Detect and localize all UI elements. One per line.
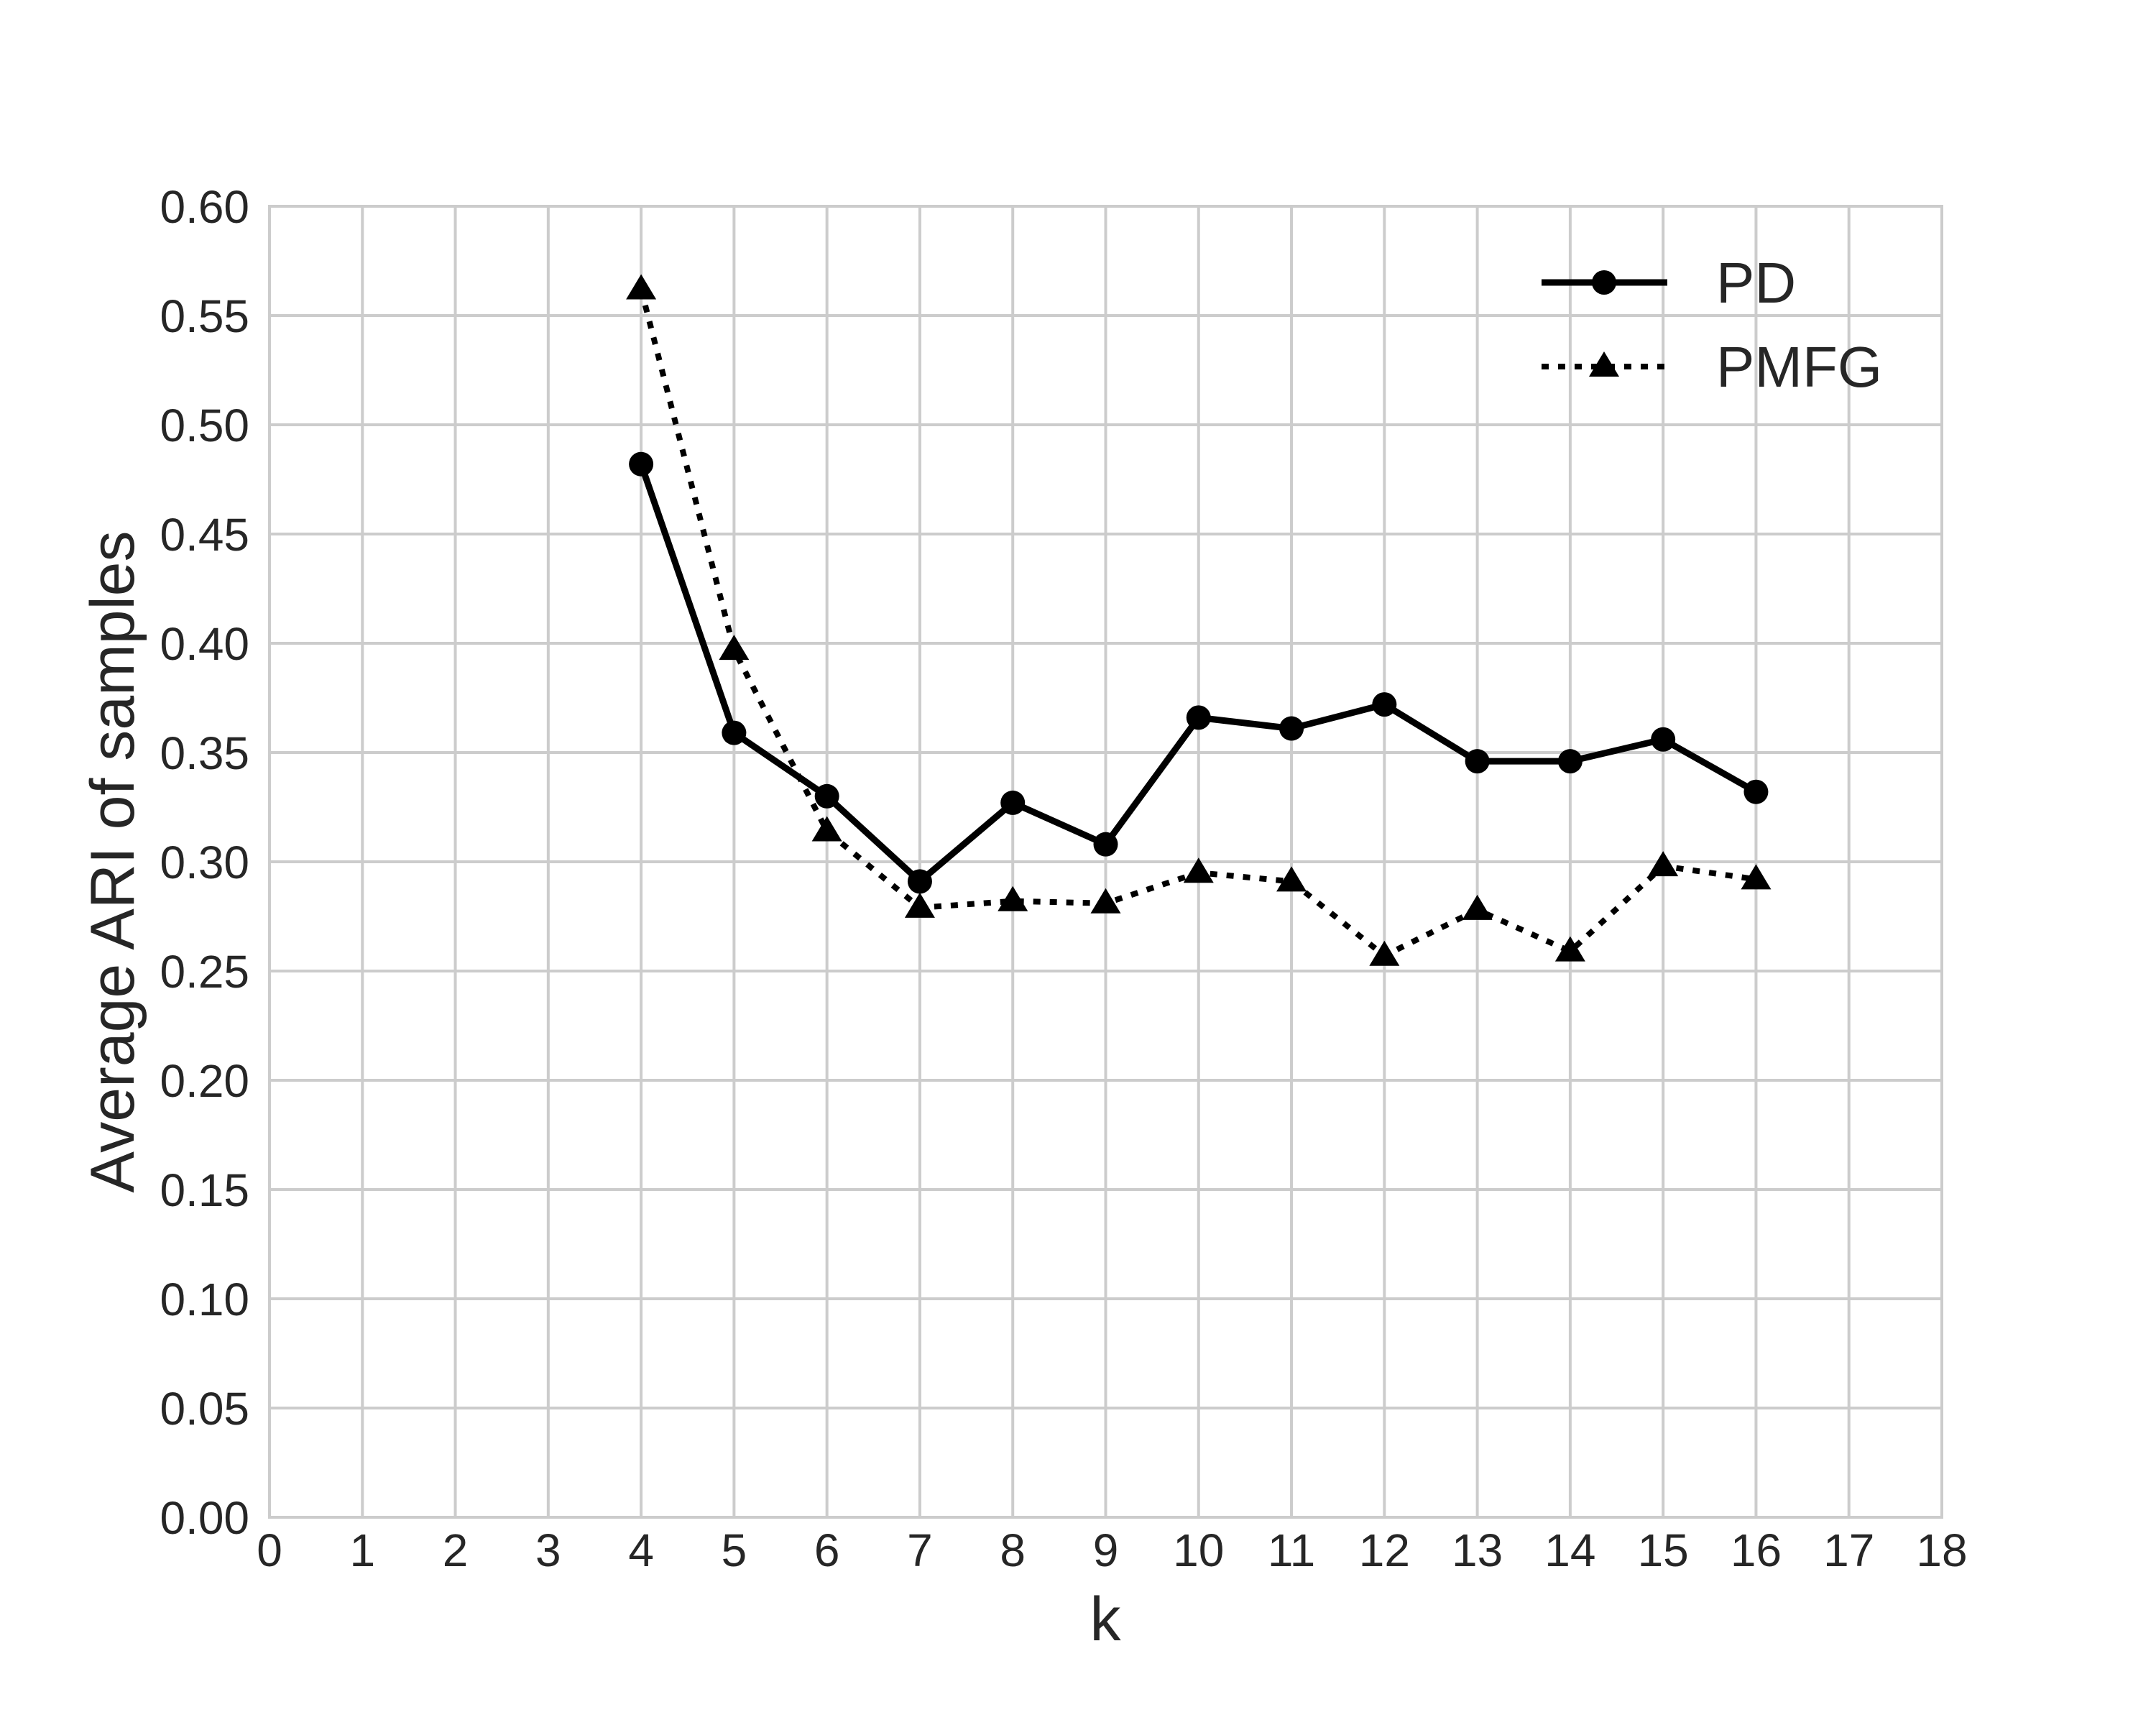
data-point-pd bbox=[1465, 749, 1490, 774]
y-tick-label: 0.30 bbox=[160, 837, 249, 888]
x-tick-label: 15 bbox=[1638, 1524, 1689, 1576]
data-point-pd bbox=[907, 869, 932, 894]
x-tick-label: 18 bbox=[1916, 1524, 1967, 1576]
x-tick-label: 2 bbox=[443, 1524, 469, 1576]
y-tick-label: 0.60 bbox=[160, 181, 249, 233]
y-tick-label: 0.45 bbox=[160, 509, 249, 561]
data-point-pmfg bbox=[811, 816, 842, 842]
x-tick-label: 5 bbox=[722, 1524, 747, 1576]
x-tick-label: 9 bbox=[1093, 1524, 1119, 1576]
x-axis-label: k bbox=[1090, 1585, 1122, 1654]
legend-item-pmfg: PMFG bbox=[1542, 335, 1882, 399]
y-tick-label: 0.05 bbox=[160, 1383, 249, 1435]
y-tick-label: 0.15 bbox=[160, 1164, 249, 1216]
x-tick-label: 16 bbox=[1731, 1524, 1782, 1576]
data-point-pd bbox=[1651, 727, 1676, 752]
x-tick-label: 6 bbox=[814, 1524, 840, 1576]
series-layer bbox=[626, 274, 1772, 966]
data-point-pd bbox=[1557, 749, 1583, 774]
x-tick-label: 14 bbox=[1544, 1524, 1595, 1576]
data-point-pd bbox=[1000, 790, 1026, 815]
data-point-pmfg bbox=[998, 886, 1028, 911]
data-point-pmfg bbox=[904, 892, 935, 918]
x-tick-label: 1 bbox=[349, 1524, 375, 1576]
x-tick-label: 0 bbox=[257, 1524, 282, 1576]
y-tick-label: 0.50 bbox=[160, 400, 249, 451]
y-tick-label: 0.40 bbox=[160, 618, 249, 670]
data-point-pmfg bbox=[626, 274, 657, 300]
legend-pd-label: PD bbox=[1716, 251, 1796, 315]
y-tick-label: 0.20 bbox=[160, 1055, 249, 1107]
y-axis-label: Average ARI of samples bbox=[78, 530, 147, 1192]
data-point-pmfg bbox=[1276, 866, 1307, 892]
data-point-pmfg bbox=[1090, 888, 1121, 914]
legend-pmfg-label: PMFG bbox=[1716, 335, 1882, 399]
data-point-pd bbox=[1093, 832, 1118, 857]
legend: PD PMFG bbox=[1542, 251, 1882, 399]
tick-labels: 0 1 2 3 4 5 6 7 8 9 10 11 12 13 14 15 16 17 180.000.050.10… bbox=[160, 181, 1967, 1576]
x-tick-label: 17 bbox=[1823, 1524, 1874, 1576]
legend-pmfg-triangle-marker-icon bbox=[1589, 351, 1619, 377]
y-tick-label: 0.00 bbox=[160, 1492, 249, 1544]
legend-pd-circle-marker-icon bbox=[1592, 270, 1616, 295]
data-point-pd bbox=[1279, 716, 1304, 741]
data-point-pd bbox=[722, 720, 747, 745]
x-tick-label: 4 bbox=[628, 1524, 654, 1576]
data-point-pmfg bbox=[1554, 936, 1585, 962]
x-tick-label: 12 bbox=[1359, 1524, 1410, 1576]
y-tick-label: 0.10 bbox=[160, 1274, 249, 1325]
y-tick-label: 0.55 bbox=[160, 290, 249, 342]
data-point-pmfg bbox=[1741, 864, 1772, 890]
y-tick-label: 0.25 bbox=[160, 946, 249, 998]
grid-layer bbox=[268, 205, 1943, 1519]
data-point-pmfg bbox=[1462, 894, 1493, 920]
data-point-pmfg bbox=[1648, 851, 1679, 877]
data-point-pd bbox=[814, 783, 839, 809]
data-point-pd bbox=[1372, 692, 1397, 717]
data-point-pd bbox=[1743, 779, 1769, 804]
x-tick-label: 8 bbox=[1000, 1524, 1026, 1576]
plot-border bbox=[268, 205, 1943, 1519]
y-tick-label: 0.35 bbox=[160, 727, 249, 779]
x-tick-label: 7 bbox=[907, 1524, 933, 1576]
data-point-pmfg bbox=[719, 635, 750, 661]
x-tick-label: 11 bbox=[1268, 1524, 1315, 1576]
x-tick-label: 10 bbox=[1173, 1524, 1224, 1576]
legend-item-pd: PD bbox=[1542, 251, 1796, 315]
data-point-pmfg bbox=[1183, 857, 1214, 883]
data-point-pmfg bbox=[1369, 940, 1400, 966]
x-tick-label: 3 bbox=[535, 1524, 561, 1576]
data-point-pd bbox=[629, 451, 654, 477]
x-tick-label: 13 bbox=[1452, 1524, 1503, 1576]
data-point-pd bbox=[1186, 705, 1211, 730]
